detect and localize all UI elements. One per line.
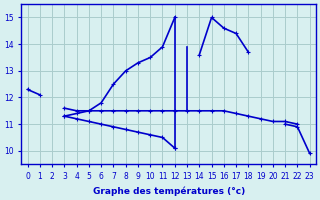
X-axis label: Graphe des températures (°c): Graphe des températures (°c) xyxy=(92,186,245,196)
